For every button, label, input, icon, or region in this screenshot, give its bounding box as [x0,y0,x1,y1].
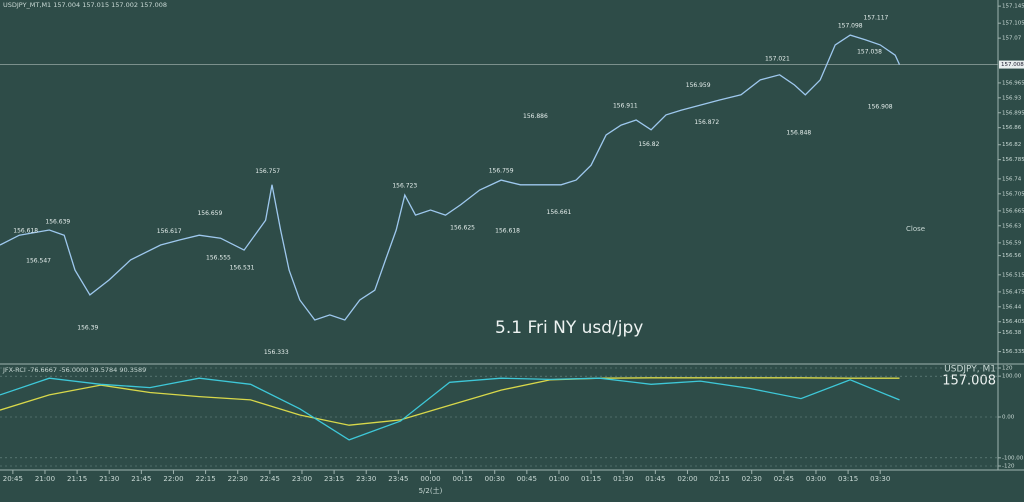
x-tick-label: 00:45 [517,475,537,483]
x-tick-label: 20:45 [3,475,23,483]
price-label: 157.098 [838,23,863,30]
price-label: 156.617 [157,228,182,235]
price-label: 156.759 [489,167,514,174]
y-tick-label: 156.44 [1002,304,1022,310]
y-tick-label: 156.785 [1002,157,1024,163]
y-tick-label: 156.93 [1002,95,1022,101]
x-tick-label: 01:00 [549,475,569,483]
x-tick-label: 21:00 [35,475,55,483]
price-label: 156.911 [613,102,638,109]
price-label: 156.886 [523,113,548,120]
price-label: 156.908 [868,104,893,111]
indicator-info: JFX-RCI -76.6667 -56.0000 39.5784 90.358… [2,366,146,374]
symbol-info: USDJPY_MT,M1 157.004 157.015 157.002 157… [3,1,167,9]
price-label: 156.757 [255,168,280,175]
x-tick-label: 01:15 [581,475,601,483]
price-label: 156.848 [786,129,811,136]
y-tick-label: 156.82 [1002,142,1021,148]
y-tick-label: 157.07 [1002,36,1022,42]
x-tick-label: 22:45 [260,475,280,483]
price-label: 156.872 [694,119,719,126]
price-label: 156.333 [264,349,289,356]
x-tick-label: 03:15 [838,475,858,483]
series-line [0,377,900,441]
price-label: 156.661 [547,209,572,216]
close-label: Close [906,225,925,233]
x-tick-label: 23:45 [388,475,408,483]
x-tick-label: 23:00 [292,475,312,483]
x-tick-label: 00:30 [485,475,505,483]
price-label: 156.625 [450,224,475,231]
y-tick-label: 156.965 [1002,80,1024,86]
x-tick-label: 01:30 [613,475,633,483]
x-tick-label: 21:15 [67,475,87,483]
y-tick-label: 156.405 [1002,319,1024,325]
x-tick-label: 02:30 [742,475,762,483]
price-label: 156.659 [197,210,222,217]
x-tick-label: 21:45 [131,475,151,483]
price-label: 156.959 [686,82,711,89]
price-label: 156.618 [13,227,38,234]
x-tick-label: 22:15 [196,475,216,483]
y-tick-label: 100.00 [1002,374,1022,380]
indicator-price: 157.008 [942,374,996,389]
current-price-label: 157.008 [1001,62,1024,68]
price-label: 156.39 [77,325,98,332]
y-tick-label: 156.59 [1002,240,1022,246]
price-label: 156.723 [392,183,417,190]
y-tick-label: 156.56 [1002,253,1022,259]
y-tick-label: 156.665 [1002,208,1024,214]
y-tick-label: 156.335 [1002,349,1024,355]
x-tick-label: 02:15 [709,475,729,483]
price-label: 157.021 [765,56,790,63]
price-label: 156.555 [206,254,231,261]
x-tick-label: 23:30 [356,475,376,483]
y-tick-label: 156.895 [1002,110,1024,116]
x-tick-label: 23:15 [324,475,344,483]
y-tick-label: 157.145 [1002,4,1024,10]
x-tick-label: 22:00 [163,475,183,483]
x-tick-label: 03:30 [870,475,890,483]
y-tick-label: 156.475 [1002,289,1024,295]
y-tick-label: -100.00 [1002,455,1024,461]
current-price-box [999,60,1024,69]
x-tick-label: 22:30 [228,475,248,483]
series-line [0,377,900,426]
price-label: 156.531 [230,265,255,272]
y-tick-label: 156.63 [1002,223,1022,229]
price-label: 156.639 [45,218,70,225]
price-label: 156.618 [495,227,520,234]
indicator-symbol: USDJPY, M1 [944,365,996,375]
price-label: 157.038 [857,48,882,55]
chart-title: 5.1 Fri NY usd/jpy [495,318,643,338]
y-tick-label: -120 [1002,464,1015,470]
date-label: 5/2(土) [419,486,443,495]
y-tick-label: 156.705 [1002,191,1024,197]
price-label: 156.547 [26,258,51,265]
x-tick-label: 02:45 [774,475,794,483]
x-tick-label: 00:00 [420,475,440,483]
y-tick-label: 120 [1002,366,1013,372]
x-tick-label: 01:45 [645,475,665,483]
y-tick-label: 156.38 [1002,330,1022,336]
y-tick-label: 0.00 [1002,415,1015,421]
y-tick-label: 156.515 [1002,272,1024,278]
x-tick-label: 21:30 [99,475,119,483]
x-tick-label: 03:00 [806,475,826,483]
price-label: 157.117 [864,15,889,22]
x-tick-label: 00:15 [452,475,472,483]
y-tick-label: 156.74 [1002,176,1022,182]
y-tick-label: 157.105 [1002,21,1024,27]
x-tick-label: 02:00 [677,475,697,483]
y-tick-label: 156.86 [1002,125,1022,131]
series-line [0,34,901,321]
price-label: 156.82 [638,141,659,148]
